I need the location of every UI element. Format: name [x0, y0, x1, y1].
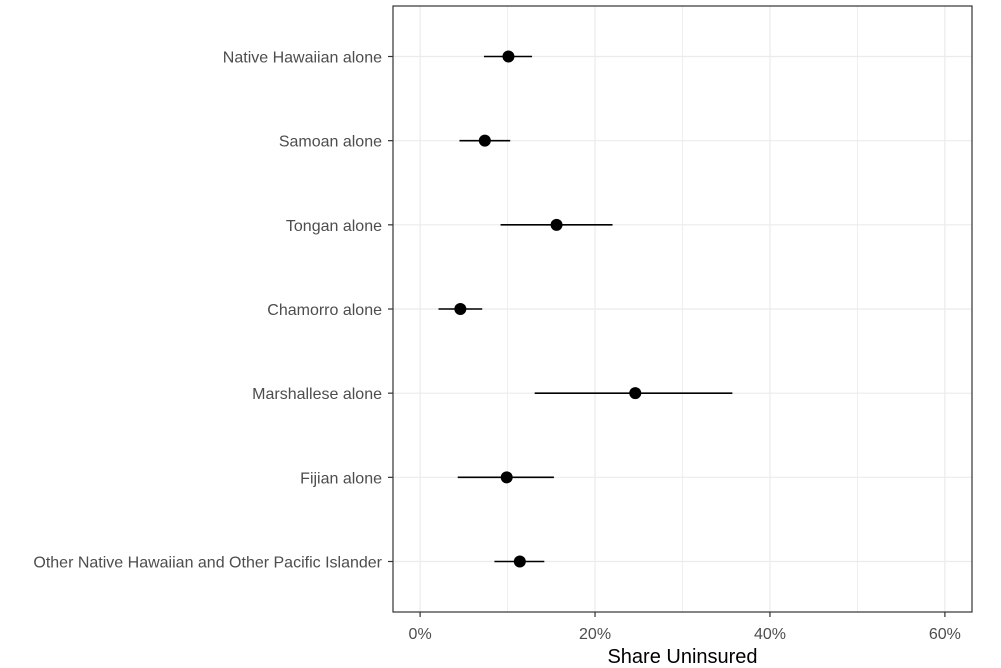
- point-layer: [454, 50, 642, 568]
- x-tick-label: 0%: [409, 626, 432, 643]
- data-point: [502, 50, 515, 63]
- x-axis-title: Share Uninsured: [607, 646, 757, 668]
- data-point: [454, 303, 467, 315]
- x-tick-layer: 0% 20% 40% 60%: [409, 612, 961, 643]
- x-tick-label: 20%: [579, 626, 611, 643]
- y-tick-label: Tongan alone: [286, 218, 382, 235]
- y-tick-label: Fijian alone: [300, 470, 382, 487]
- data-point: [550, 218, 563, 231]
- x-tick-label: 40%: [754, 626, 786, 643]
- x-tick-label: 60%: [929, 626, 961, 643]
- y-tick-label: Chamorro alone: [267, 302, 382, 319]
- data-point: [629, 387, 642, 400]
- y-tick-label: Native Hawaiian alone: [223, 50, 382, 67]
- y-tick-label: Marshallese alone: [252, 386, 382, 403]
- data-point: [513, 555, 526, 568]
- data-point: [478, 134, 491, 147]
- y-tick-label: Other Native Hawaiian and Other Pacific …: [33, 555, 382, 572]
- y-tick-label: Samoan alone: [279, 134, 382, 151]
- data-point: [500, 471, 513, 484]
- y-tick-layer: Native Hawaiian alone Samoan alone Tongan …: [33, 50, 393, 572]
